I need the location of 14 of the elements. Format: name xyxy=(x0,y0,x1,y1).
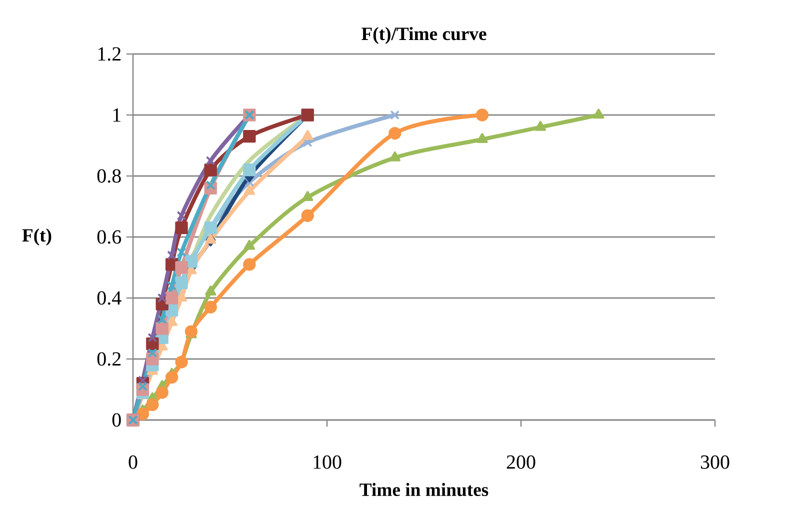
chart-title: F(t)/Time curve xyxy=(362,27,486,44)
x-tick-label: 200 xyxy=(506,455,536,469)
y-tick-label: 0 xyxy=(112,413,121,427)
x-tick-label: 100 xyxy=(314,455,342,469)
x-tick-label: 0 xyxy=(128,455,138,469)
y-tick-label: 1.2 xyxy=(98,47,121,61)
y-tick-label: 1 xyxy=(113,108,120,122)
x-axis-title: Time in minutes xyxy=(360,482,488,496)
y-tick-label: 0.6 xyxy=(97,230,122,244)
y-tick-label: 0.2 xyxy=(97,352,121,366)
y-tick-label: 0.4 xyxy=(97,291,122,305)
x-tick-label: 300 xyxy=(700,455,730,469)
y-axis-title: F(t) xyxy=(22,228,52,246)
y-tick-label: 0.8 xyxy=(97,169,121,183)
